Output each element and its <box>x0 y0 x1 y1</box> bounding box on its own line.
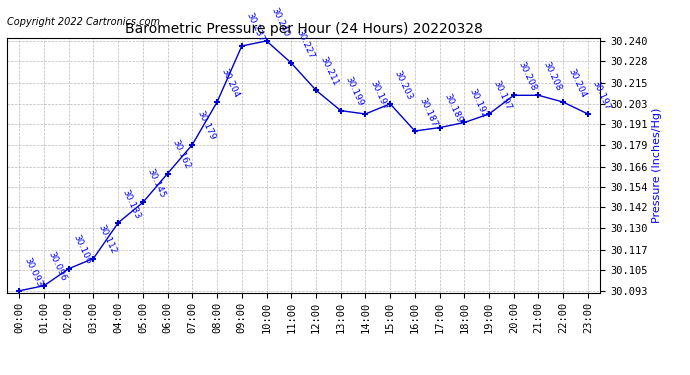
Text: 30.199: 30.199 <box>344 75 365 108</box>
Y-axis label: Pressure (Inches/Hg): Pressure (Inches/Hg) <box>651 107 662 223</box>
Text: Copyright 2022 Cartronics.com: Copyright 2022 Cartronics.com <box>7 17 160 27</box>
Text: 30.240: 30.240 <box>269 6 290 38</box>
Text: 30.187: 30.187 <box>417 96 439 128</box>
Text: 30.133: 30.133 <box>121 188 142 220</box>
Text: 30.106: 30.106 <box>72 234 93 266</box>
Text: 30.179: 30.179 <box>195 110 217 142</box>
Text: 30.112: 30.112 <box>96 224 118 256</box>
Text: 30.189: 30.189 <box>442 92 464 125</box>
Text: 30.237: 30.237 <box>244 11 266 43</box>
Text: 30.192: 30.192 <box>467 87 489 120</box>
Text: 30.145: 30.145 <box>146 167 167 200</box>
Text: 30.203: 30.203 <box>393 69 415 101</box>
Text: 30.211: 30.211 <box>319 55 340 87</box>
Text: 30.096: 30.096 <box>47 251 68 283</box>
Title: Barometric Pressure per Hour (24 Hours) 20220328: Barometric Pressure per Hour (24 Hours) … <box>125 22 482 36</box>
Text: 30.093: 30.093 <box>22 255 43 288</box>
Text: 30.204: 30.204 <box>220 67 242 99</box>
Text: 30.227: 30.227 <box>294 28 315 60</box>
Text: 30.208: 30.208 <box>517 60 538 93</box>
Text: 30.162: 30.162 <box>170 138 192 171</box>
Text: 30.197: 30.197 <box>591 79 612 111</box>
Text: 30.204: 30.204 <box>566 67 587 99</box>
Text: 30.208: 30.208 <box>541 60 563 93</box>
Text: 30.197: 30.197 <box>368 79 390 111</box>
Text: 30.197: 30.197 <box>492 79 513 111</box>
